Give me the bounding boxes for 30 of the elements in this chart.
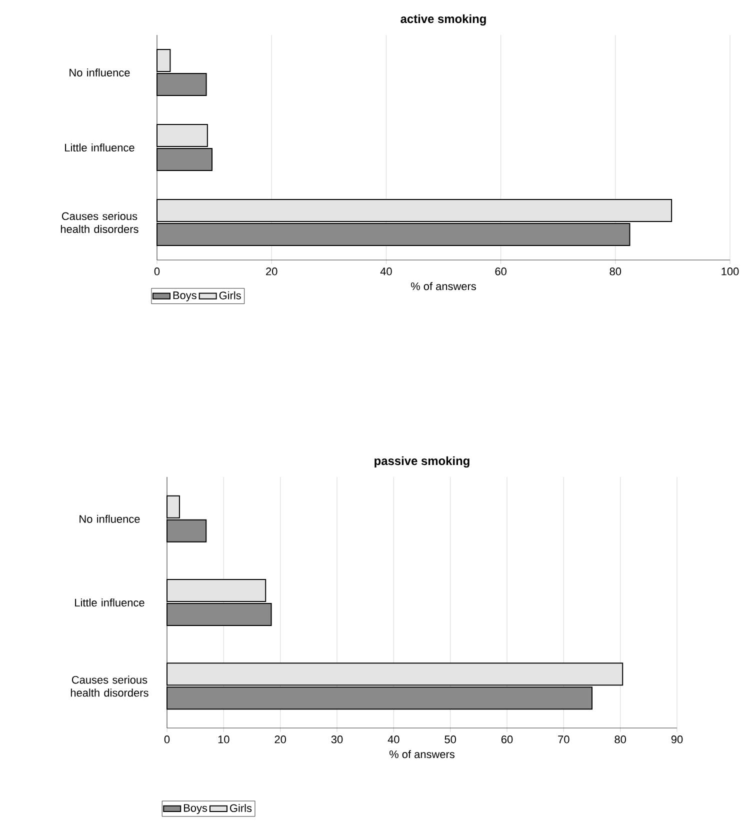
y-tick-label: Causes serious health disorders: [60, 212, 138, 234]
x-tick-label: 0: [164, 736, 170, 744]
x-tick-label: 0: [154, 268, 160, 276]
x-tick-label: 10: [218, 736, 230, 744]
y-tick-label: No influence: [80, 514, 140, 523]
chart-title: passive smoking: [374, 456, 470, 468]
x-tick-label: 60: [495, 268, 506, 276]
y-tick-label: Little influence: [75, 598, 144, 607]
x-tick-label: 30: [331, 736, 343, 744]
legend-label: Boys: [173, 292, 196, 302]
y-tick-label: Causes serious health disorders: [70, 676, 148, 697]
x-tick-label: 20: [266, 268, 278, 276]
y-tick-label: Little influence: [65, 143, 134, 152]
x-tick-label: 20: [274, 736, 286, 744]
x-tick-label: 60: [501, 736, 513, 744]
x-tick-label: 90: [671, 736, 683, 744]
x-tick-label: 80: [610, 268, 622, 276]
legend-label: Boys: [184, 804, 208, 814]
legend-label: Girls: [219, 291, 241, 300]
x-tick-label: 50: [444, 736, 456, 744]
chart-title: active smoking: [400, 14, 486, 26]
legend-label: Girls: [230, 804, 252, 812]
x-tick-label: 40: [380, 268, 392, 276]
x-tick-label: 80: [614, 736, 626, 744]
x-tick-label: 100: [722, 268, 739, 276]
x-tick-label: 40: [388, 736, 400, 744]
x-tick-label: 70: [558, 736, 570, 744]
x-axis-title: % of answers: [411, 282, 476, 290]
y-tick-label: No influence: [70, 68, 130, 77]
x-axis-title: % of answers: [390, 750, 454, 758]
